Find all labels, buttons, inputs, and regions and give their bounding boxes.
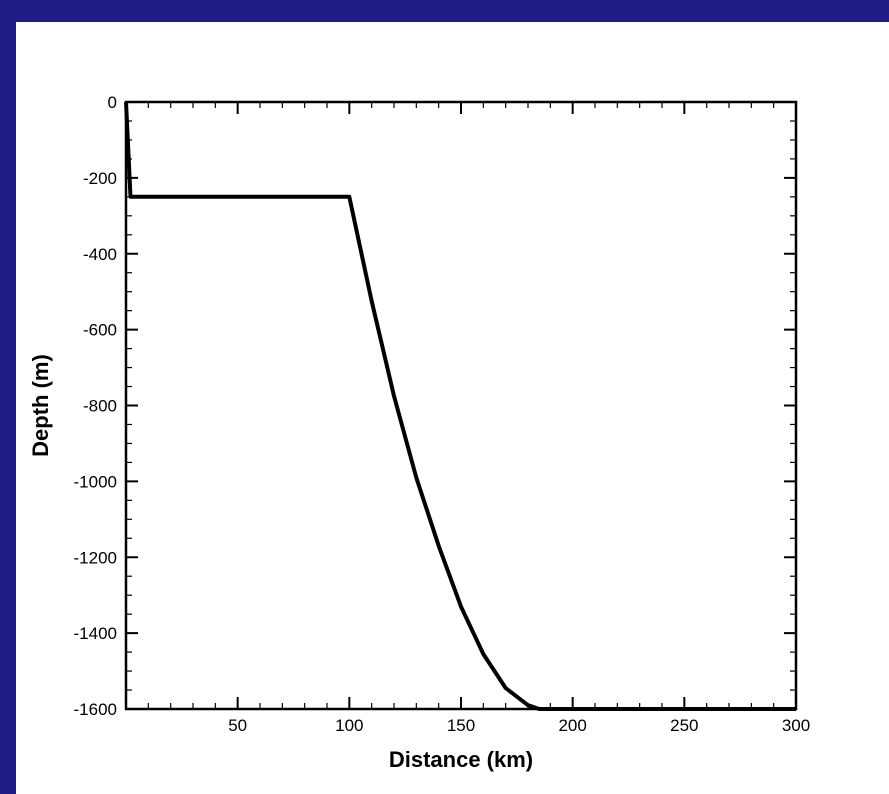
x-axis-label: Distance (km)	[389, 747, 533, 772]
x-tick-label: 100	[335, 716, 363, 735]
y-tick-label: -1600	[74, 700, 117, 719]
y-tick-label: -200	[83, 169, 117, 188]
x-tick-label: 150	[447, 716, 475, 735]
y-tick-label: -400	[83, 245, 117, 264]
y-tick-label: -800	[83, 397, 117, 416]
plot-frame	[124, 100, 798, 711]
tick-labels: 50 100 150 200 250 300 0 -200 -400 -600 -800 -1000 -…	[74, 93, 811, 735]
x-tick-label: 50	[228, 716, 247, 735]
y-tick-label: -1000	[74, 472, 117, 491]
y-tick-label: -1200	[74, 548, 117, 567]
x-tick-label: 200	[558, 716, 586, 735]
y-tick-label: -1400	[74, 624, 117, 643]
chart-panel	[16, 22, 889, 794]
axis-ticks	[126, 101, 797, 710]
x-tick-label: 300	[782, 716, 810, 735]
y-tick-label: 0	[108, 93, 117, 112]
y-axis-label: Depth (m)	[28, 354, 53, 457]
x-tick-label: 250	[670, 716, 698, 735]
y-tick-label: -600	[83, 321, 117, 340]
depth-profile-line	[124, 101, 796, 711]
